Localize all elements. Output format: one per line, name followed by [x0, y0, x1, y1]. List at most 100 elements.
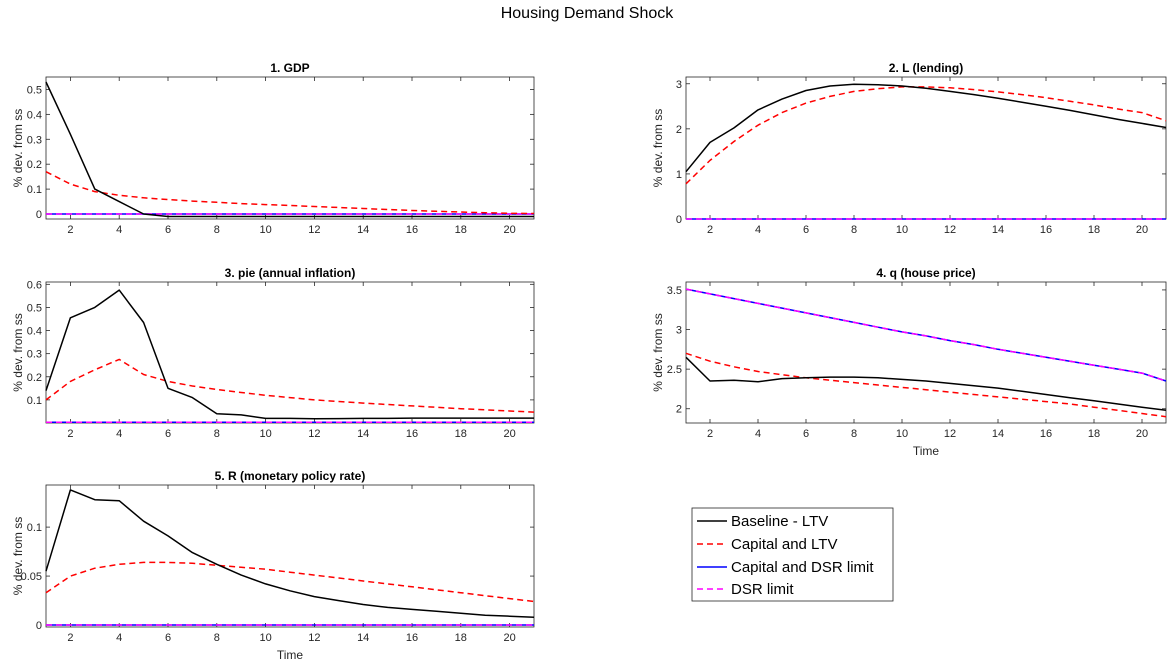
- x-tick-label: 12: [308, 224, 320, 236]
- y-tick-label: 0.4: [27, 109, 42, 121]
- x-tick-label: 8: [214, 224, 220, 236]
- legend-entry: Capital and DSR limit: [697, 559, 874, 576]
- y-tick-label: 0.4: [27, 326, 42, 338]
- x-tick-label: 20: [503, 224, 515, 236]
- series-line-dsr-limit: [685, 288, 1167, 382]
- x-tick-label: 8: [851, 428, 857, 440]
- x-tick-label: 4: [116, 428, 122, 440]
- y-axis-label: % dev. from ss: [651, 109, 665, 187]
- panel-lending: 2. L (lending)% dev. from ss2 4 6 8 10 12 14 16…: [651, 61, 1167, 236]
- y-tick-label: 0.6: [27, 279, 42, 291]
- x-tick-label: 6: [803, 428, 809, 440]
- y-axis-label: % dev. from ss: [11, 517, 25, 595]
- y-tick-label: 0.1: [27, 522, 42, 534]
- x-tick-label: 10: [259, 428, 271, 440]
- x-tick-label: 18: [455, 632, 467, 644]
- x-tick-label: 2: [67, 632, 73, 644]
- plot-area: [685, 76, 1167, 220]
- series-line-capital-and-ltv: [45, 561, 535, 603]
- x-tick-label: 4: [755, 428, 761, 440]
- panel-house-price: 4. q (house price) % dev. from ss Time 2 4 6 8…: [651, 266, 1167, 458]
- x-axis-label: Time: [913, 444, 940, 458]
- legend-label: Capital and DSR limit: [731, 559, 874, 576]
- series-line-baseline-ltv: [45, 289, 534, 420]
- legend-label: Baseline - LTV: [731, 513, 828, 530]
- y-tick-label: 2: [676, 124, 682, 136]
- x-tick-label: 2: [707, 224, 713, 236]
- y-axis-label: % dev. from ss: [11, 109, 25, 187]
- legend-entry: Baseline - LTV: [697, 513, 828, 530]
- x-tick-label: 4: [755, 224, 761, 236]
- legend-box: [691, 507, 894, 602]
- x-tick-label: 8: [214, 632, 220, 644]
- legend-label: Capital and LTV: [731, 536, 837, 553]
- panel-title: 5. R (monetary policy rate): [215, 469, 366, 483]
- x-tick-label: 6: [165, 224, 171, 236]
- x-tick-label: 16: [1040, 428, 1052, 440]
- y-tick-label: 1: [676, 169, 682, 181]
- legend-entry: DSR limit: [697, 581, 794, 598]
- series-line-capital-and-ltv: [685, 86, 1167, 185]
- y-tick-label: 0.3: [27, 134, 42, 146]
- x-tick-label: 18: [455, 428, 467, 440]
- x-tick-label: 20: [1136, 224, 1148, 236]
- series-line-capital-and-ltv: [45, 171, 535, 215]
- x-tick-label: 6: [165, 428, 171, 440]
- panel-inflation: 3. pie (annual inflation) % dev. from ss 2…: [11, 266, 535, 440]
- y-tick-label: 0: [36, 620, 42, 632]
- series-line-baseline-ltv: [45, 489, 535, 618]
- x-tick-label: 12: [308, 428, 320, 440]
- panel-title: 4. q (house price): [876, 266, 975, 280]
- panel-title: 1. GDP: [270, 61, 309, 75]
- panel-policy-rate: 5. R (monetary policy rate) % dev. from s…: [11, 469, 535, 662]
- plot-area: [45, 281, 535, 424]
- y-axis-label: % dev. from ss: [651, 313, 665, 391]
- y-tick-label: 0.2: [27, 159, 42, 171]
- y-tick-label: 0.2: [27, 372, 42, 384]
- plot-area: [45, 484, 535, 628]
- x-axis-label: Time: [277, 648, 304, 662]
- x-tick-label: 18: [1088, 224, 1100, 236]
- y-tick-label: 3.5: [667, 285, 682, 297]
- panel-title: 3. pie (annual inflation): [225, 266, 356, 280]
- x-tick-label: 14: [992, 428, 1004, 440]
- y-tick-label: 0.05: [21, 571, 42, 583]
- figure-title: Housing Demand Shock: [501, 5, 675, 22]
- series-line-baseline-ltv: [45, 81, 534, 218]
- x-tick-label: 2: [67, 224, 73, 236]
- panel-gdp: 1. GDP % dev. from ss 2 4 6 8 10 12 14 16 18 20 0 0.1…: [11, 61, 535, 236]
- y-tick-label: 0.5: [27, 84, 42, 96]
- x-tick-label: 16: [406, 224, 418, 236]
- x-tick-label: 16: [406, 632, 418, 644]
- x-tick-label: 14: [992, 224, 1004, 236]
- x-tick-label: 2: [67, 428, 73, 440]
- x-tick-label: 14: [357, 632, 369, 644]
- y-tick-label: 0: [36, 209, 42, 221]
- x-tick-label: 8: [851, 224, 857, 236]
- x-tick-label: 10: [259, 224, 271, 236]
- x-tick-label: 20: [503, 632, 515, 644]
- x-tick-label: 10: [259, 632, 271, 644]
- x-tick-label: 10: [896, 428, 908, 440]
- x-tick-label: 16: [1040, 224, 1052, 236]
- y-tick-label: 3: [676, 325, 682, 337]
- x-tick-label: 18: [1088, 428, 1100, 440]
- series-line-capital-and-ltv: [685, 352, 1167, 418]
- x-tick-label: 4: [116, 632, 122, 644]
- plot-area: [45, 76, 535, 220]
- y-tick-label: 0: [676, 214, 682, 226]
- x-tick-label: 12: [944, 224, 956, 236]
- panel-title: 2. L (lending): [889, 61, 963, 75]
- y-tick-label: 0.1: [27, 184, 42, 196]
- x-tick-label: 12: [944, 428, 956, 440]
- y-tick-label: 0.1: [27, 395, 42, 407]
- x-tick-label: 20: [503, 428, 515, 440]
- legend-label: DSR limit: [731, 581, 794, 598]
- x-tick-label: 16: [406, 428, 418, 440]
- series-line-baseline-ltv: [685, 356, 1167, 412]
- y-tick-label: 0.3: [27, 349, 42, 361]
- legend: Baseline - LTV Capital and LTV Capital a…: [691, 507, 894, 602]
- x-tick-label: 18: [455, 224, 467, 236]
- y-axis-label: % dev. from ss: [11, 313, 25, 391]
